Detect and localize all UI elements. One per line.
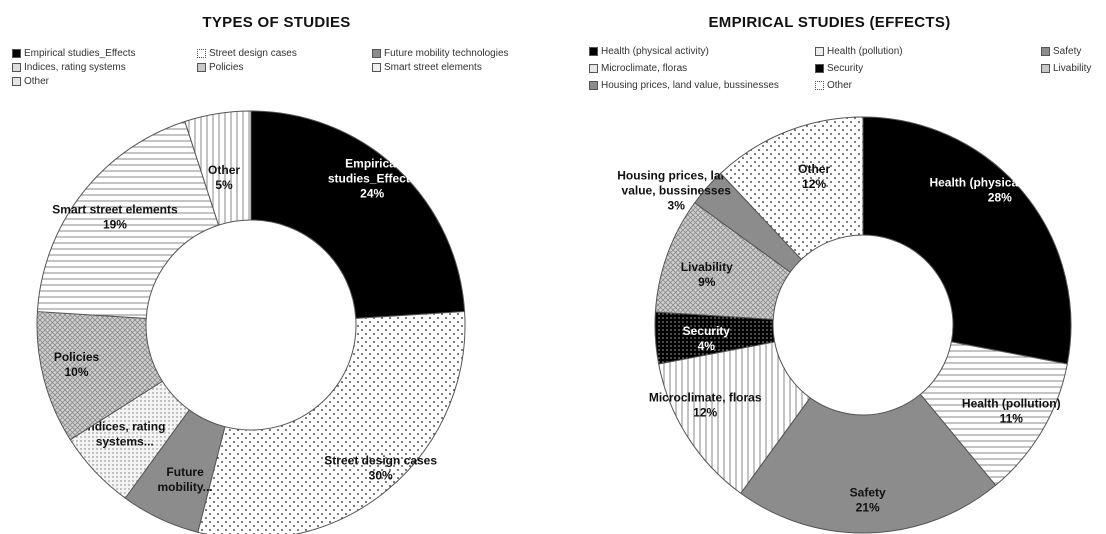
legend-swatch [12, 49, 21, 58]
slice-label: Safety 21% [850, 485, 886, 514]
legend-item: Empirical studies_Effects [12, 48, 136, 59]
slice-label: Security 4% [683, 324, 731, 353]
legend-label: Microclimate, floras [601, 63, 688, 74]
legend-swatch [815, 81, 824, 90]
slice-label: Empirical studies_Effects 24% [328, 157, 417, 201]
legend-label: Health (pollution) [827, 46, 903, 57]
legend-item: Security [815, 63, 863, 74]
legend-swatch [589, 64, 598, 73]
legend-item: Safety [1041, 46, 1081, 57]
legend-label: Other [827, 80, 853, 91]
legend-item: Street design cases [197, 48, 297, 59]
legend-swatch [197, 49, 206, 58]
donut-slice [658, 341, 811, 494]
donut-slice [719, 116, 864, 261]
slice-label: Livability 9% [681, 260, 733, 289]
legend-label: Health (physical activity) [601, 46, 709, 57]
chart-title: EMPIRICAL STUDIES (EFFECTS) [708, 14, 951, 31]
legend-label: Housing prices, land value, bussinesses [601, 80, 779, 91]
slice-label: Housing prices, land value, bussinesses 3% [617, 168, 735, 212]
legend-item: Livability [1041, 63, 1091, 74]
legend-swatch [197, 63, 206, 72]
legend-label: Indices, rating systems [24, 62, 126, 73]
donut-slice [250, 110, 466, 319]
legend-swatch [589, 47, 598, 56]
slice-label: Street design cases 30% [324, 453, 437, 482]
slice-label: Smart street elements 19% [52, 203, 178, 232]
legend-label: Street design cases [209, 48, 297, 59]
legend-label: Policies [209, 62, 244, 73]
donut-slice [740, 393, 997, 534]
legend-swatch [815, 47, 824, 56]
chart-panel-empirical-studies: EMPIRICAL STUDIES (EFFECTS) Health (phys… [553, 0, 1106, 534]
legend-item: Other [12, 76, 49, 87]
legend-item: Future mobility technologies [372, 48, 509, 59]
chart-legend: Empirical studies_Effects Street design … [12, 48, 552, 98]
legend-swatch [589, 81, 598, 90]
donut-chart-types-of-studies: Empirical studies_Effects 24% Street design… [36, 110, 466, 534]
legend-label: Livability [1053, 63, 1092, 74]
legend-item: Health (physical activity) [589, 46, 709, 57]
legend-item: Microclimate, floras [589, 63, 687, 74]
legend-swatch [12, 63, 21, 72]
slice-label: Policies 10% [54, 350, 100, 379]
legend-swatch [372, 63, 381, 72]
slice-label: Health (physical activity) 28% [929, 176, 1070, 205]
legend-item: Policies [197, 62, 243, 73]
donut-slice [862, 116, 1072, 365]
legend-item: Indices, rating systems [12, 62, 126, 73]
legend-item: Smart street elements [372, 62, 482, 73]
legend-label: Smart street elements [384, 62, 482, 73]
donut-slice [197, 311, 466, 534]
legend-item: Other [815, 80, 852, 91]
legend-swatch [372, 49, 381, 58]
legend-label: Safety [1053, 46, 1082, 57]
legend-label: Empirical studies_Effects [24, 48, 136, 59]
slice-label: Other 5% [208, 163, 240, 192]
slice-label: Health (pollution) 11% [962, 396, 1061, 425]
legend-label: Future mobility technologies [384, 48, 509, 59]
donut-slice [184, 110, 252, 226]
chart-panel-types-of-studies: TYPES OF STUDIES Empirical studies_Effec… [12, 14, 552, 534]
slice-label: Indices, rating systems... [84, 420, 165, 449]
donut-chart-empirical-studies: Health (physical activity) 28% Health (pol… [617, 116, 1072, 534]
legend-item: Housing prices, land value, bussinesses [589, 80, 779, 91]
slice-label: Other 12% [798, 162, 830, 191]
slice-label: Microclimate, floras 12% [649, 390, 762, 419]
slice-label: Future mobility... [158, 465, 213, 494]
legend-swatch [12, 77, 21, 86]
chart-legend: Health (physical activity) Health (pollu… [589, 46, 1106, 102]
legend-swatch [1041, 47, 1050, 56]
legend-label: Other [24, 76, 50, 87]
legend-swatch [815, 64, 824, 73]
donut-slice [36, 120, 220, 319]
legend-item: Health (pollution) [815, 46, 903, 57]
legend-swatch [1041, 64, 1050, 73]
legend-label: Security [827, 63, 864, 74]
chart-title: TYPES OF STUDIES [202, 14, 351, 31]
